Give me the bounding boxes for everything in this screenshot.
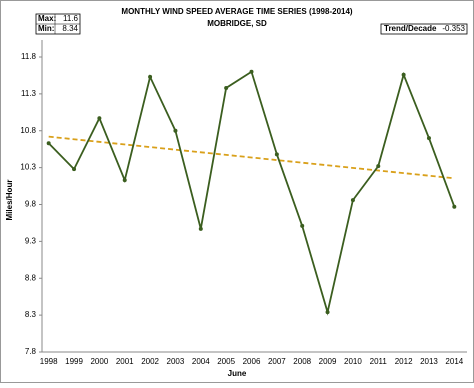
x-tick-label: 1999	[65, 357, 83, 366]
y-tick-label: 7.8	[25, 347, 37, 356]
data-point	[224, 85, 229, 90]
data-point	[173, 128, 178, 133]
y-tick-label: 10.8	[20, 126, 36, 135]
y-tick-label: 8.3	[25, 310, 37, 319]
data-point	[376, 164, 381, 169]
x-tick-label: 2009	[319, 357, 337, 366]
trend-label: Trend/Decade	[384, 24, 437, 33]
data-point	[46, 141, 51, 146]
y-tick-label: 10.3	[20, 163, 36, 172]
data-point	[122, 178, 127, 183]
data-point	[401, 72, 406, 77]
data-point	[97, 116, 102, 121]
x-tick-label: 2002	[141, 357, 159, 366]
x-tick-label: 2001	[116, 357, 134, 366]
trend-line	[48, 135, 455, 180]
data-point	[72, 167, 77, 172]
x-tick-label: 2006	[243, 357, 261, 366]
trend-box	[380, 23, 468, 35]
x-tick-label: 2000	[90, 357, 108, 366]
y-tick-label: 9.3	[25, 236, 37, 245]
chart-title: MONTHLY WIND SPEED AVERAGE TIME SERIES (…	[121, 7, 353, 16]
data-point	[274, 152, 279, 157]
data-point	[249, 69, 254, 74]
x-tick-label: 2012	[395, 357, 413, 366]
x-tick-label: 2004	[192, 357, 210, 366]
y-tick-label: 11.8	[21, 52, 37, 61]
x-tick-label: 2010	[344, 357, 362, 366]
y-axis-label: Miles/Hour	[5, 180, 14, 221]
data-point	[350, 198, 355, 203]
x-axis-label: June	[228, 369, 247, 378]
x-tick-label: 2011	[370, 357, 388, 366]
x-tick-label: 1998	[40, 357, 58, 366]
data-point	[325, 310, 330, 315]
x-tick-label: 2014	[445, 357, 463, 366]
y-tick-label: 8.8	[25, 273, 37, 282]
trend-value: -0.353	[442, 24, 465, 33]
max-value: 11.6	[63, 14, 79, 23]
x-tick-label: 2008	[293, 357, 311, 366]
x-tick-label: 2007	[268, 357, 286, 366]
data-point	[198, 226, 203, 231]
y-tick-label: 9.8	[25, 200, 37, 209]
max-label: Max:	[38, 14, 56, 23]
x-tick-label: 2013	[420, 357, 438, 366]
data-point	[452, 204, 457, 209]
x-tick-label: 2005	[217, 357, 235, 366]
y-tick-label: 11.3	[21, 89, 37, 98]
chart-subtitle: MOBRIDGE, SD	[207, 19, 267, 28]
data-point	[426, 136, 431, 141]
min-value: 8.34	[62, 24, 78, 33]
data-point	[148, 74, 153, 79]
min-label: Min:	[38, 24, 54, 33]
x-tick-label: 2003	[167, 357, 185, 366]
data-point	[300, 223, 305, 228]
